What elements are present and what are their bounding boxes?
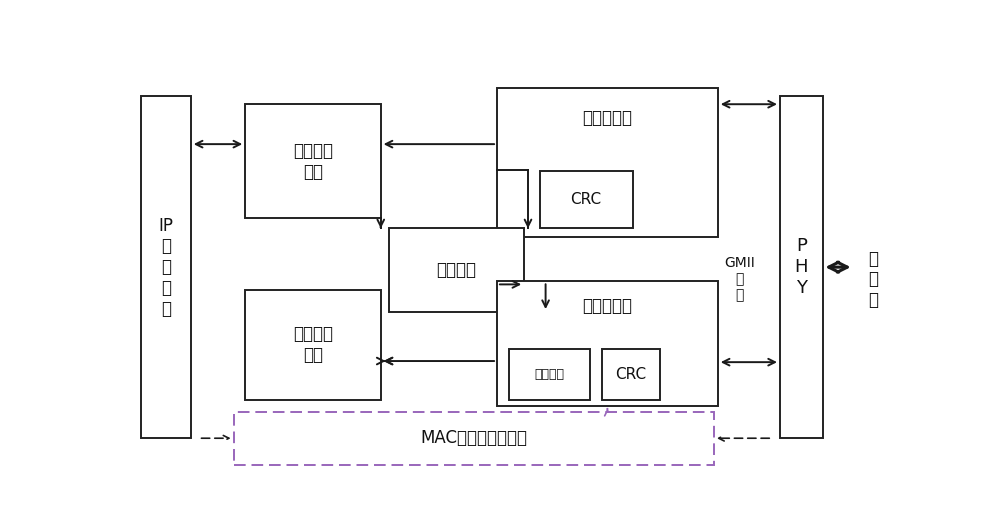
Bar — [780, 96, 822, 438]
Bar — [234, 412, 714, 464]
Text: 以
太
网: 以 太 网 — [868, 250, 878, 309]
Bar — [497, 88, 718, 236]
Bar — [388, 229, 524, 312]
Text: P
H
Y: P H Y — [794, 238, 808, 297]
Bar — [602, 349, 660, 399]
Text: GMII
接
口: GMII 接 口 — [724, 256, 755, 303]
Text: 流控模块: 流控模块 — [436, 261, 476, 279]
Text: CRC: CRC — [571, 193, 602, 207]
Text: 接收控制器: 接收控制器 — [582, 297, 632, 315]
Text: 接收缓冲
模块: 接收缓冲 模块 — [293, 325, 333, 364]
Text: 发送缓冲
模块: 发送缓冲 模块 — [293, 142, 333, 180]
Bar — [245, 289, 381, 399]
Text: 发送控制器: 发送控制器 — [582, 108, 632, 126]
Bar — [245, 104, 381, 218]
Bar — [509, 349, 590, 399]
Text: IP
接
口
模
块: IP 接 口 模 块 — [158, 216, 173, 318]
Bar — [497, 281, 718, 406]
Bar — [140, 96, 191, 438]
Bar — [540, 171, 633, 229]
Text: CRC: CRC — [615, 367, 646, 381]
Text: MAC控制器配置模块: MAC控制器配置模块 — [420, 429, 527, 447]
Text: 地址过滤: 地址过滤 — [534, 368, 564, 380]
